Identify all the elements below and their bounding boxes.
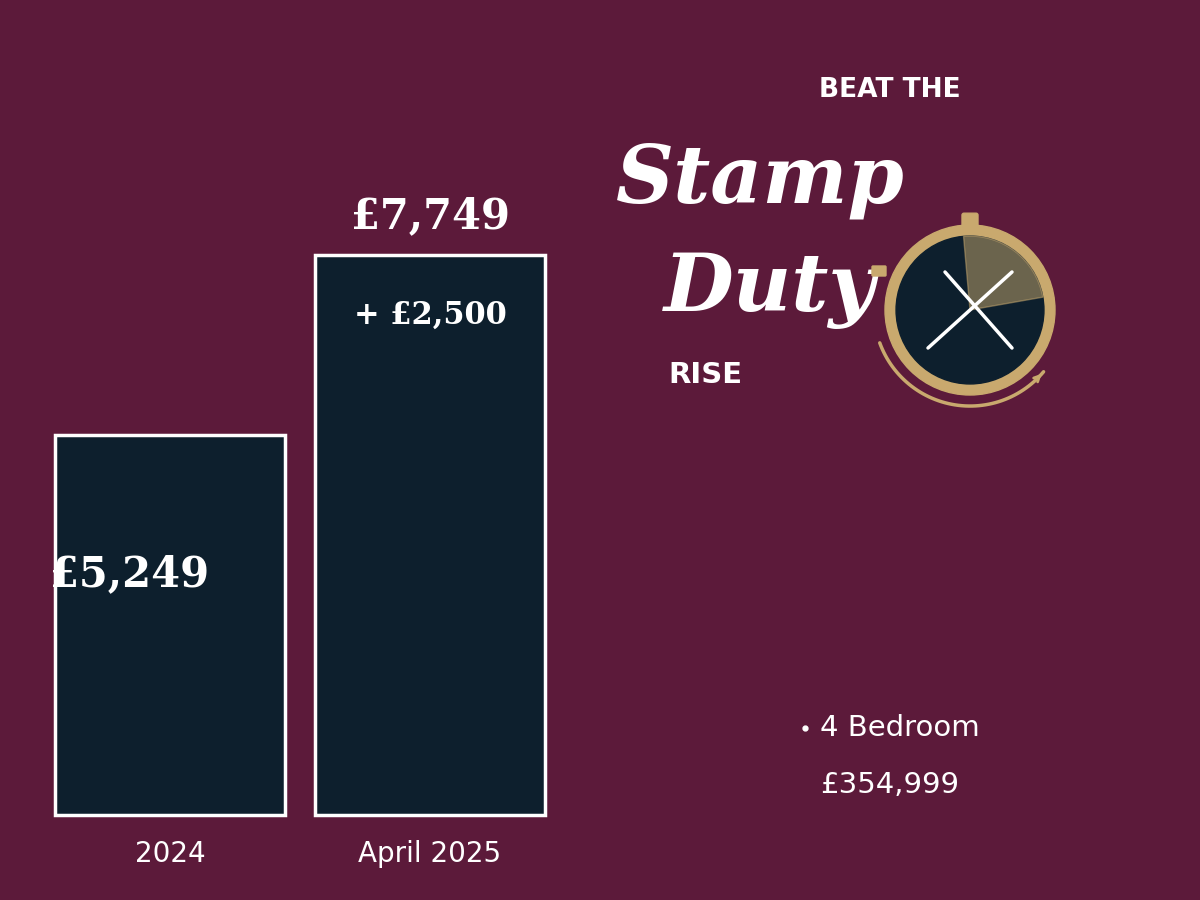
FancyBboxPatch shape: [962, 213, 978, 238]
Text: 2024: 2024: [134, 840, 205, 868]
Text: 4 Bedroom: 4 Bedroom: [820, 714, 979, 742]
Circle shape: [884, 225, 1055, 395]
Text: £354,999: £354,999: [820, 771, 959, 799]
Text: £7,749: £7,749: [350, 195, 510, 237]
Text: BEAT THE: BEAT THE: [820, 77, 961, 103]
Text: + £2,500: + £2,500: [354, 300, 506, 331]
Text: RISE: RISE: [668, 361, 742, 389]
Bar: [55, 435, 286, 815]
Text: Stamp: Stamp: [616, 141, 905, 219]
Text: Duty: Duty: [664, 251, 876, 328]
Text: April 2025: April 2025: [359, 840, 502, 868]
Wedge shape: [964, 236, 1043, 310]
Bar: [314, 255, 545, 815]
FancyBboxPatch shape: [872, 266, 886, 276]
Circle shape: [896, 236, 1044, 384]
Text: £5,249: £5,249: [50, 553, 209, 595]
